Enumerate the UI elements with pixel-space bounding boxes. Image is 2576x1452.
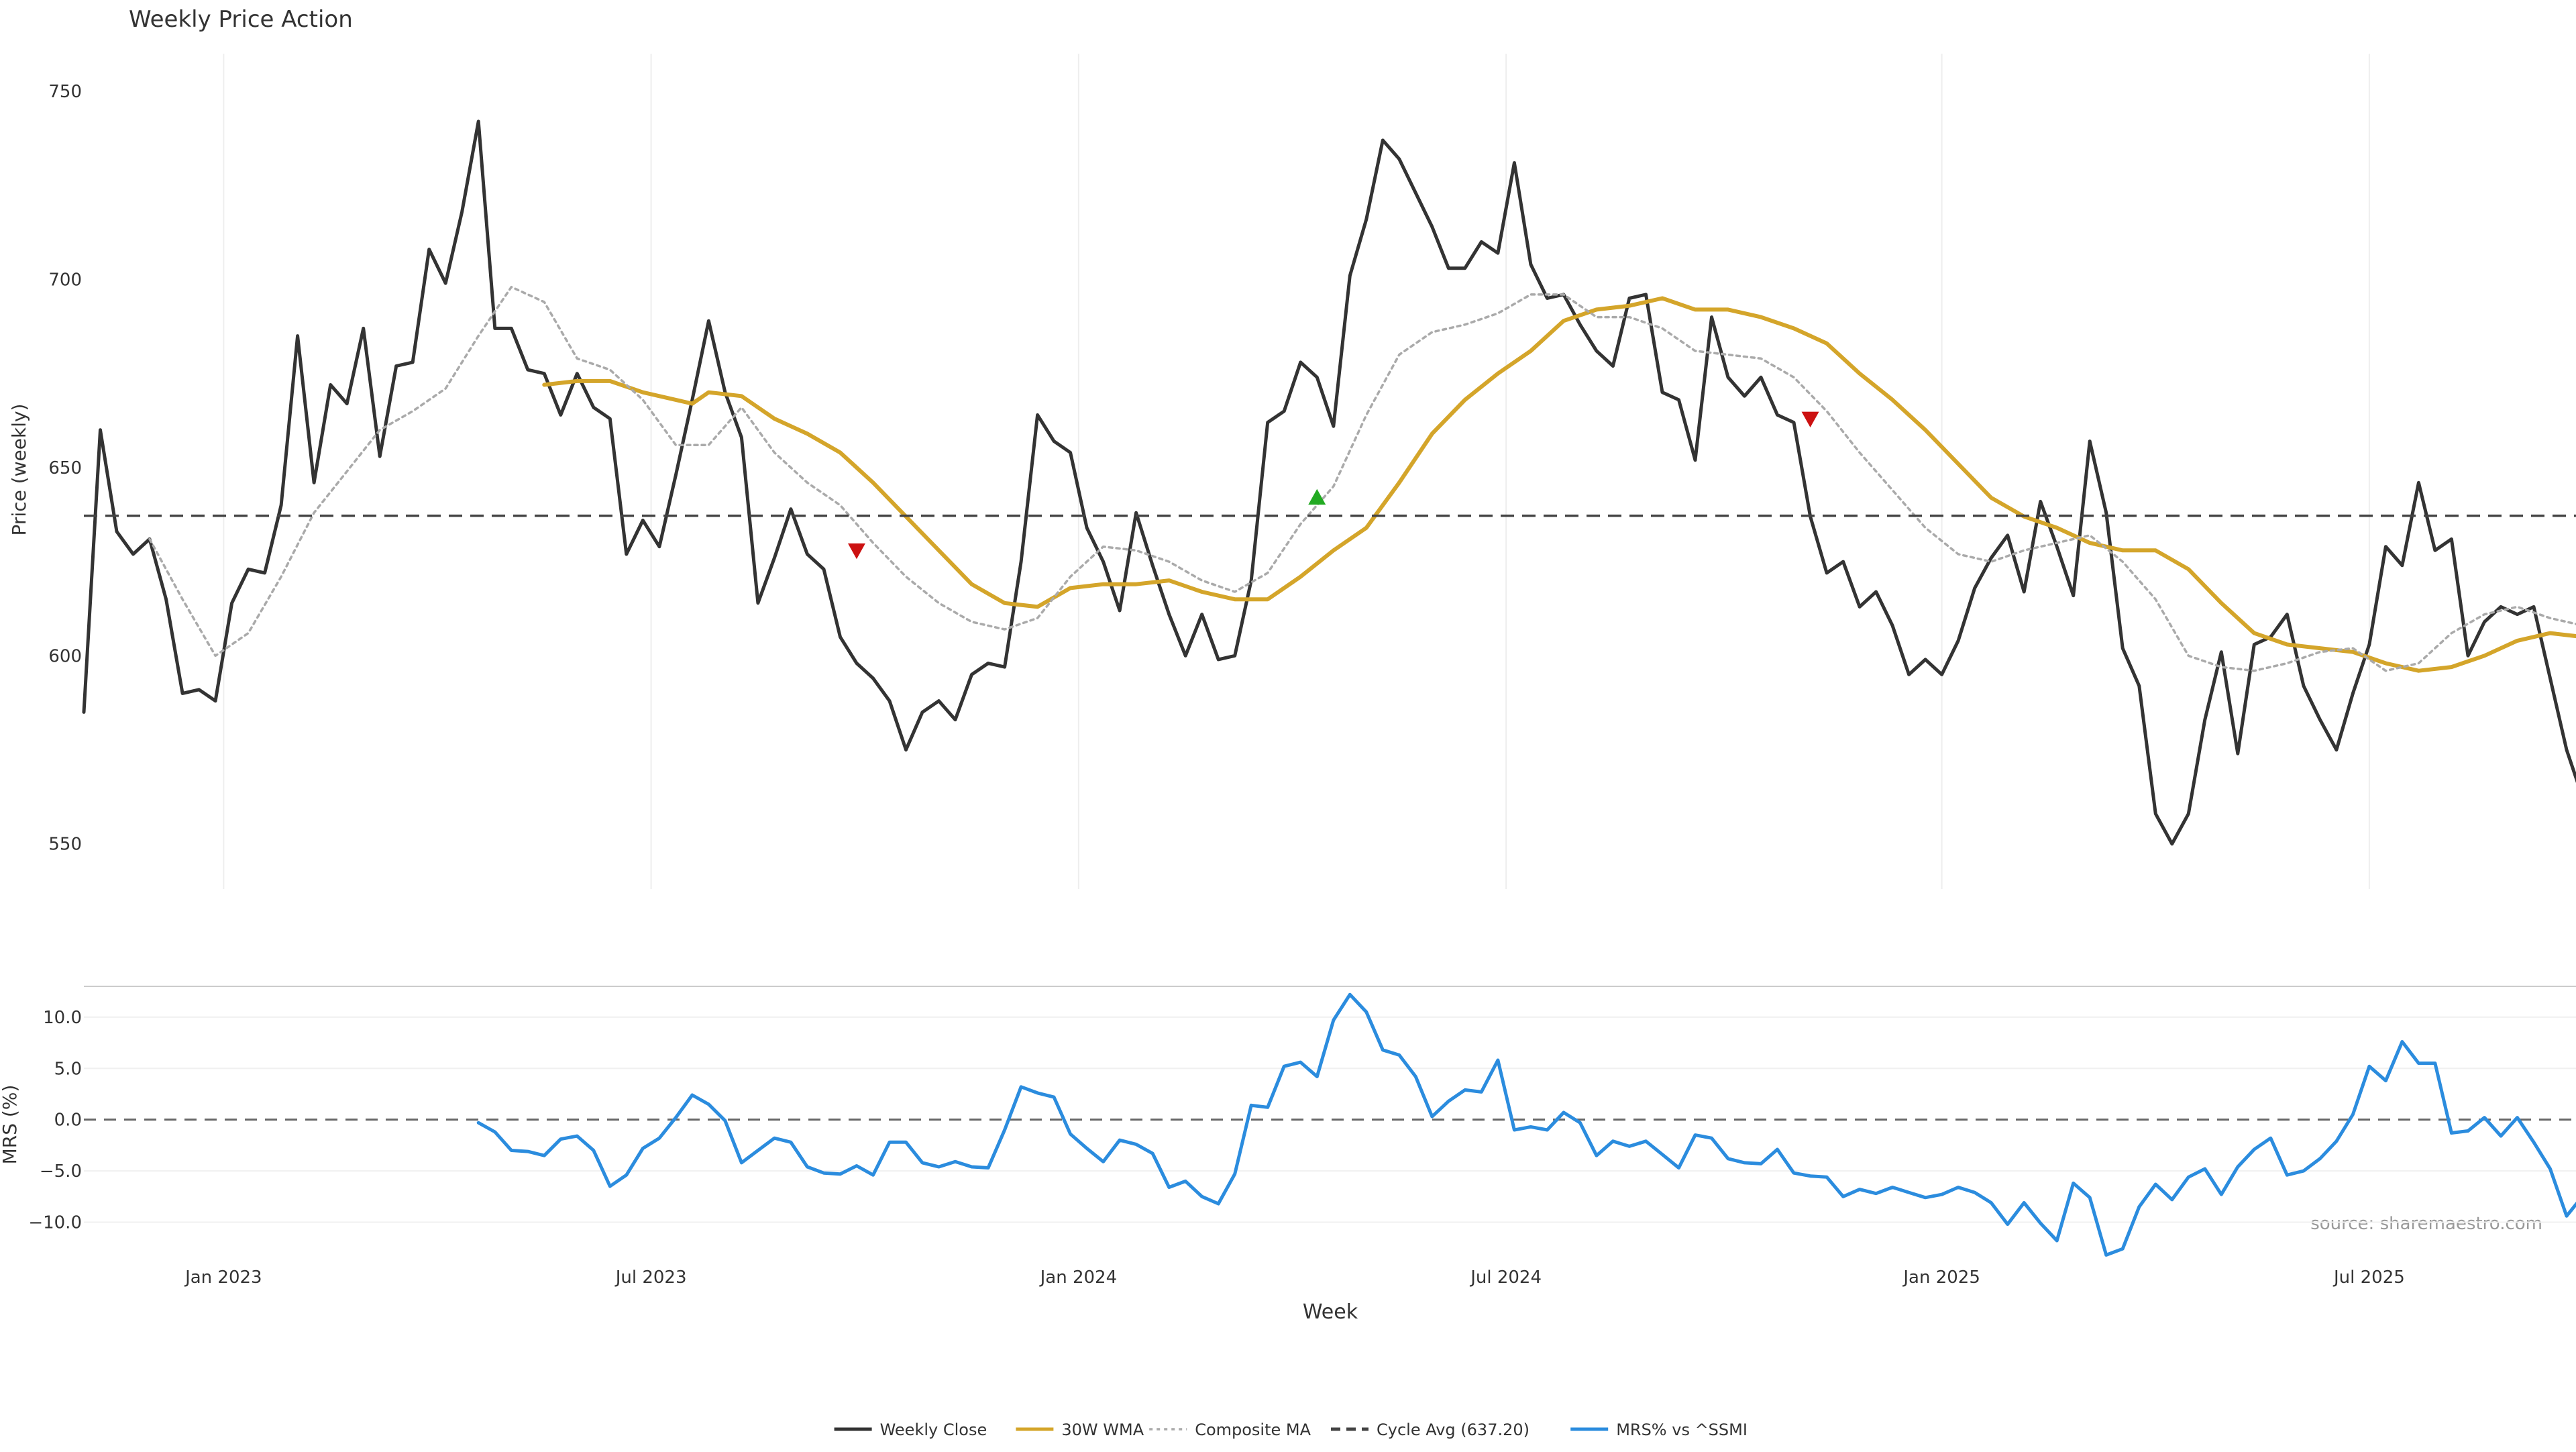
series-mrs-vs-ssmi (476, 992, 2576, 1257)
source-annotation: source: sharemaestro.com (2310, 1214, 2542, 1234)
x-tick-label: Jan 2023 (184, 1267, 262, 1288)
signal-markers (847, 411, 1819, 560)
legend: Weekly Close 30W WMA Composite MA Cycle Avg… (834, 1420, 1748, 1439)
price-y-tick-label: 550 (48, 835, 82, 855)
x-tick-label: Jul 2023 (614, 1267, 687, 1288)
series-30w-wma (542, 296, 2576, 673)
x-axis-ticks: Jan 2023 Jul 2023 Jan 2024 Jul 2024 Jan 2025… (184, 1267, 2405, 1288)
series-weekly-close (82, 119, 2576, 846)
price-series (82, 119, 2576, 846)
mrs-y-tick-label: −5.0 (40, 1161, 82, 1182)
legend-label: Cycle Avg (637.20) (1377, 1420, 1529, 1439)
mrs-series (84, 992, 2576, 1257)
mrs-grid (84, 1016, 2576, 1223)
x-tick-label: Jul 2024 (1469, 1267, 1542, 1288)
price-y-tick-label: 750 (48, 82, 82, 102)
mrs-y-tick-label: 10.0 (43, 1008, 82, 1028)
series-composite-ma (148, 285, 2576, 672)
mrs-y-tick-label: 5.0 (54, 1059, 82, 1079)
mrs-y-ticks: 10.0 5.0 0.0 −5.0 −10.0 (28, 1008, 82, 1233)
price-chart-title: Weekly Price Action (129, 6, 353, 33)
price-y-tick-label: 650 (48, 458, 82, 478)
mrs-y-axis-label: MRS (%) (0, 1085, 21, 1165)
legend-label: Composite MA (1195, 1420, 1311, 1439)
legend-label: 30W WMA (1061, 1420, 1144, 1439)
legend-label: Weekly Close (880, 1420, 987, 1439)
legend-label: MRS% vs ^SSMI (1616, 1420, 1748, 1439)
mrs-y-tick-label: 0.0 (54, 1110, 82, 1131)
buy-signal-marker (1308, 488, 1326, 505)
x-tick-label: Jul 2025 (2332, 1267, 2405, 1288)
price-y-ticks: 550 600 650 700 750 (48, 82, 82, 855)
x-tick-label: Jan 2025 (1902, 1267, 1980, 1288)
x-tick-label: Jan 2024 (1039, 1267, 1118, 1288)
x-axis-label: Week (1303, 1300, 1358, 1324)
price-y-tick-label: 600 (48, 646, 82, 666)
price-grid (223, 54, 2370, 889)
price-y-axis-label: Price (weekly) (8, 404, 30, 536)
sell-signal-marker (1801, 411, 1819, 427)
sell-signal-marker (847, 543, 865, 560)
price-y-tick-label: 700 (48, 270, 82, 290)
mrs-y-tick-label: −10.0 (28, 1213, 82, 1233)
